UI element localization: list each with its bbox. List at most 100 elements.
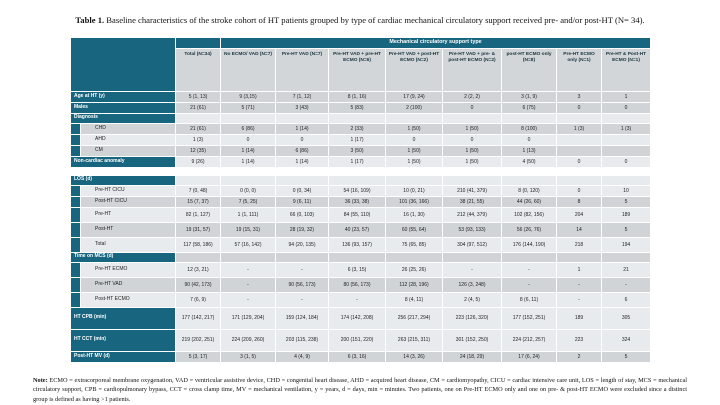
table-cell — [557, 175, 601, 185]
table-cell: 263 (215, 311) — [386, 329, 442, 351]
table-cell: 5 (71) — [221, 102, 275, 113]
table-cell: 80 (56, 173) — [329, 277, 385, 292]
table-cell: 57 (16, 142) — [221, 237, 275, 252]
table-cell: 9 (26) — [176, 156, 220, 167]
table-cell: 324 — [602, 329, 650, 351]
table-cell — [602, 252, 650, 262]
table-cell: 44 (26, 60) — [502, 196, 556, 207]
table-cell — [602, 145, 650, 156]
row-label-text: Pre-HT CICU — [95, 186, 125, 193]
table-cell: 159 (124, 184) — [276, 307, 328, 329]
table-cell: 9 (3,15) — [221, 91, 275, 102]
row-label-text: AHD — [95, 135, 106, 142]
table-cell: 1 (3) — [602, 123, 650, 134]
table-cell — [602, 134, 650, 145]
table-title-text: Baseline characteristics of the stroke c… — [104, 15, 645, 25]
row-label: HT CPB (min) — [71, 307, 175, 329]
table-cell: 6 (86) — [276, 145, 328, 156]
table-cell — [329, 252, 385, 262]
table-cell: 19 (15, 31) — [221, 222, 275, 237]
table-cell: - — [221, 262, 275, 277]
table-cell: 66 (0, 103) — [276, 207, 328, 222]
table-cell — [443, 113, 501, 123]
table-cell: 8 (0, 120) — [502, 185, 556, 196]
table-cell: 224 (212, 257) — [502, 329, 556, 351]
table-cell: 8 (1, 16) — [329, 91, 385, 102]
row-label-text: Pre-HT ECMO — [95, 265, 128, 272]
table-cell: 9 (6, 11) — [276, 196, 328, 207]
table-cell: 3 — [557, 91, 601, 102]
table-cell: 0 — [443, 102, 501, 113]
table-cell: 8 (4, 11) — [386, 292, 442, 307]
table-cell: 26 (25, 26) — [386, 262, 442, 277]
table-cell: 1 (3) — [176, 134, 220, 145]
table-cell: 1 (50) — [386, 156, 442, 167]
column-header-9: Pre-HT & Post-HT ECMO (N=1) — [602, 48, 650, 91]
row-label: Non-cardiac anomaly — [71, 156, 175, 167]
column-header-5: Pre-HT VAD + post-HT ECMO (N=2) — [386, 48, 442, 91]
table-cell: 2 (4, 5) — [443, 292, 501, 307]
table-cell: - — [502, 262, 556, 277]
table-cell: 7 (0, 48) — [176, 185, 220, 196]
row-label: Age at HT (y) — [71, 91, 175, 102]
table-cell: 126 (3, 248) — [443, 277, 501, 292]
row-label: HT CCT (min) — [71, 329, 175, 351]
table-note: Note: ECMO = extracorporeal membrane oxy… — [33, 376, 687, 405]
table-cell — [221, 113, 275, 123]
row-label: Males — [71, 102, 175, 113]
table-cell: 112 (28, 196) — [386, 277, 442, 292]
table-cell: 1 (50) — [443, 145, 501, 156]
table-cell — [276, 175, 328, 185]
row-indent-marker — [71, 134, 81, 145]
table-cell: 54 (16, 109) — [329, 185, 385, 196]
table-cell: 203 (115, 238) — [276, 329, 328, 351]
table-note-text: ECMO = extracorporeal membrane oxygenati… — [33, 376, 687, 404]
table-cell: 0 — [221, 134, 275, 145]
table-cell — [557, 113, 601, 123]
table-cell: 1 (3) — [557, 123, 601, 134]
table-cell: 3 (50) — [329, 145, 385, 156]
table-cell: - — [443, 262, 501, 277]
table-cell: 223 — [557, 329, 601, 351]
table-cell: 305 — [602, 307, 650, 329]
table-cell — [502, 175, 556, 185]
spacer-row — [71, 167, 650, 175]
table-cell: 8 (6, 11) — [502, 292, 556, 307]
row-indent-marker — [71, 185, 81, 196]
table-cell: 14 (3, 26) — [386, 351, 442, 362]
table-cell: 15 (7, 37) — [176, 196, 220, 207]
table-cell: 5 (3, 17) — [176, 351, 220, 362]
row-indent-marker — [71, 123, 81, 134]
table-cell: 10 (0, 21) — [386, 185, 442, 196]
row-label: Time on MCS (d) — [71, 252, 175, 262]
row-label: Pre-HT ECMO — [71, 262, 175, 277]
table-cell: 2 (33) — [329, 123, 385, 134]
table-cell: 19 (31, 57) — [176, 222, 220, 237]
table-cell: 6 (86) — [221, 123, 275, 134]
header-total-cap-cell — [176, 37, 220, 48]
table-cell: 0 (0, 34) — [276, 185, 328, 196]
table-cell: 10 — [602, 185, 650, 196]
table-cell: 0 — [602, 156, 650, 167]
table-cell: 171 (129, 204) — [221, 307, 275, 329]
table-cell: 17 (6, 24) — [502, 351, 556, 362]
table-cell: 0 — [602, 102, 650, 113]
table-cell: 5 — [602, 222, 650, 237]
table-cell: 7 (1, 12) — [276, 91, 328, 102]
table-cell: 0 — [502, 134, 556, 145]
table-cell: 5 — [602, 196, 650, 207]
table-cell: 90 (56, 173) — [276, 277, 328, 292]
table-cell — [176, 175, 220, 185]
column-header-6: Pre-HT VAD + pre- & post-HT ECMO (N=2) — [443, 48, 501, 91]
table-cell: 90 (42, 173) — [176, 277, 220, 292]
table-cell: 1 (17) — [329, 156, 385, 167]
table-note-label: Note: — [33, 376, 48, 384]
table-cell: 1 (50) — [443, 123, 501, 134]
table-cell: 36 (33, 38) — [329, 196, 385, 207]
table-cell: - — [557, 292, 601, 307]
row-label: Post-HT MV (d) — [71, 351, 175, 362]
table-cell — [557, 252, 601, 262]
table-wrapper: Mechanical circulatory support type Total… — [70, 36, 720, 363]
table-cell: - — [329, 292, 385, 307]
